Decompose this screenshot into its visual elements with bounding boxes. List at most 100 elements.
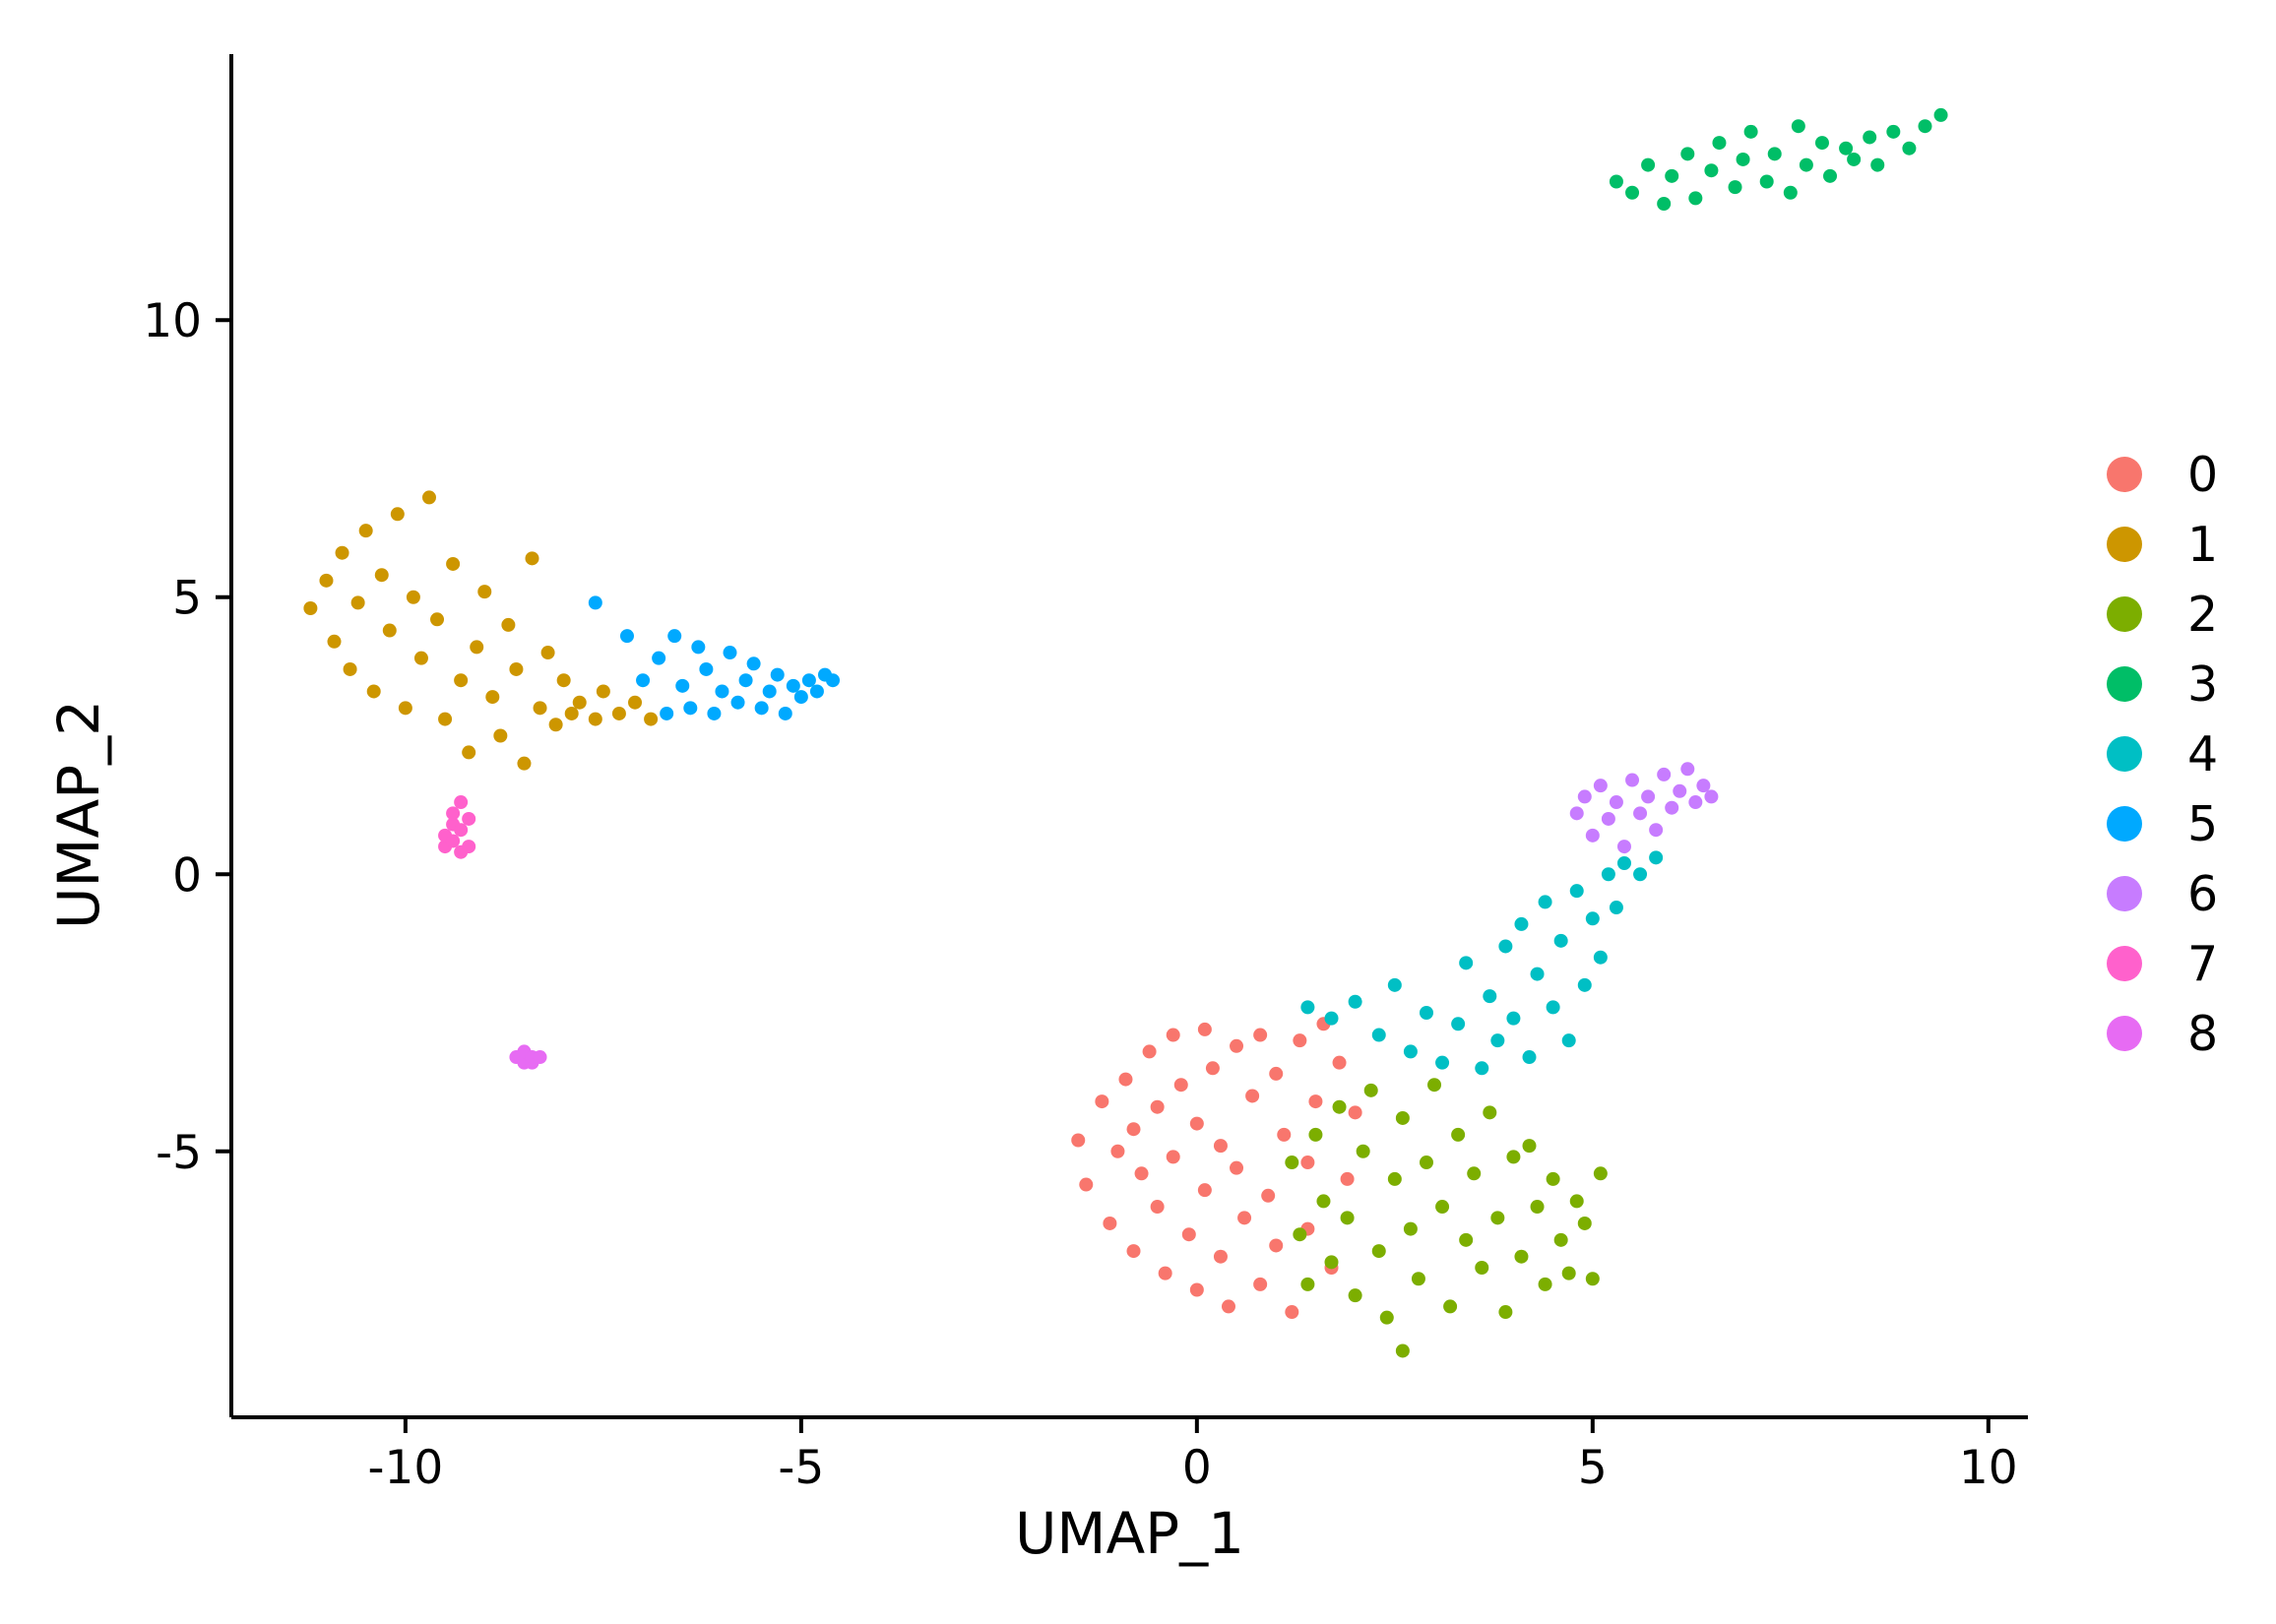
data-point (1680, 762, 1695, 777)
data-point (1230, 1038, 1244, 1053)
data-point (1799, 157, 1813, 172)
legend-item-7: 7 (2107, 936, 2218, 992)
data-point (1269, 1238, 1284, 1253)
data-point (1363, 1083, 1378, 1097)
data-point (303, 601, 318, 616)
data-point (588, 595, 602, 610)
data-point (707, 706, 722, 720)
data-point (548, 718, 563, 732)
data-point (1569, 806, 1584, 821)
data-point (1213, 1249, 1228, 1264)
data-point (509, 661, 524, 676)
data-point (1451, 1017, 1466, 1031)
legend-label: 4 (2187, 726, 2218, 782)
data-point (1593, 779, 1608, 793)
data-point (1459, 956, 1474, 970)
data-point (421, 490, 436, 505)
data-point (1577, 1216, 1592, 1230)
legend-label: 1 (2187, 517, 2218, 573)
data-point (1395, 1110, 1410, 1125)
data-point (746, 656, 761, 671)
data-point (1553, 1232, 1568, 1247)
data-point (454, 673, 469, 688)
data-point (1688, 795, 1703, 810)
data-point (1483, 1105, 1497, 1120)
legend-label: 0 (2187, 447, 2218, 503)
legend-item-0: 0 (2107, 447, 2218, 503)
data-point (1538, 895, 1552, 909)
data-point (699, 661, 714, 676)
data-point (327, 634, 342, 649)
data-point (1427, 1078, 1442, 1093)
data-point (1379, 1310, 1394, 1325)
data-point (1601, 811, 1615, 826)
data-point (1419, 1156, 1433, 1170)
data-point (628, 695, 643, 710)
legend-item-4: 4 (2107, 726, 2218, 782)
data-point (1285, 1156, 1299, 1170)
data-point (1561, 1266, 1576, 1280)
data-point (398, 701, 412, 716)
data-point (1293, 1227, 1307, 1242)
data-point (1142, 1044, 1157, 1059)
data-point (1340, 1171, 1355, 1186)
data-point (1324, 1255, 1339, 1270)
data-point (343, 661, 357, 676)
data-point (793, 690, 808, 705)
data-point (1839, 141, 1854, 156)
legend-swatch (2107, 876, 2142, 911)
data-point (1126, 1122, 1141, 1137)
data-point (1150, 1099, 1165, 1114)
data-point (1641, 157, 1656, 172)
data-point (1403, 1221, 1418, 1236)
data-point (477, 585, 492, 599)
data-point (1601, 867, 1615, 882)
data-point (1814, 136, 1829, 151)
data-point (406, 590, 420, 604)
data-point (1300, 1156, 1315, 1170)
data-point (1253, 1277, 1268, 1291)
data-point (1253, 1028, 1268, 1042)
legend-label: 2 (2187, 587, 2218, 643)
data-point (1403, 1044, 1418, 1059)
data-point (366, 684, 381, 699)
data-point (493, 728, 508, 743)
data-point (1506, 1150, 1521, 1164)
data-point (1498, 939, 1513, 954)
legend-label: 5 (2187, 796, 2218, 852)
data-point (564, 706, 579, 720)
data-point (762, 684, 777, 699)
data-point (660, 706, 674, 720)
legend-item-6: 6 (2107, 866, 2218, 922)
data-point (1538, 1277, 1552, 1291)
data-point (1230, 1160, 1244, 1175)
data-point (1095, 1094, 1109, 1109)
data-point (1451, 1127, 1466, 1142)
data-point (1530, 967, 1545, 981)
data-point (1395, 1343, 1410, 1358)
legend-swatch (2107, 457, 2142, 492)
y-tick-label: -5 (156, 1126, 202, 1180)
data-point (1490, 1033, 1505, 1048)
data-point (1649, 823, 1664, 838)
data-point (1467, 1166, 1482, 1181)
data-point (588, 712, 602, 726)
data-point (1657, 767, 1672, 781)
data-point (770, 667, 785, 682)
data-point (1759, 174, 1774, 189)
data-point (501, 617, 516, 632)
data-point (1419, 1006, 1433, 1021)
data-point (1902, 141, 1917, 156)
legend-swatch (2107, 596, 2142, 632)
legend-item-5: 5 (2107, 796, 2218, 852)
data-point (1071, 1133, 1086, 1148)
series-cluster-3 (1609, 107, 1948, 212)
data-point (1522, 1050, 1537, 1065)
data-point (1553, 933, 1568, 948)
data-point (1324, 1011, 1339, 1026)
data-point (1245, 1089, 1260, 1103)
data-point (1221, 1299, 1235, 1314)
data-point (525, 551, 539, 566)
data-point (1435, 1055, 1450, 1070)
